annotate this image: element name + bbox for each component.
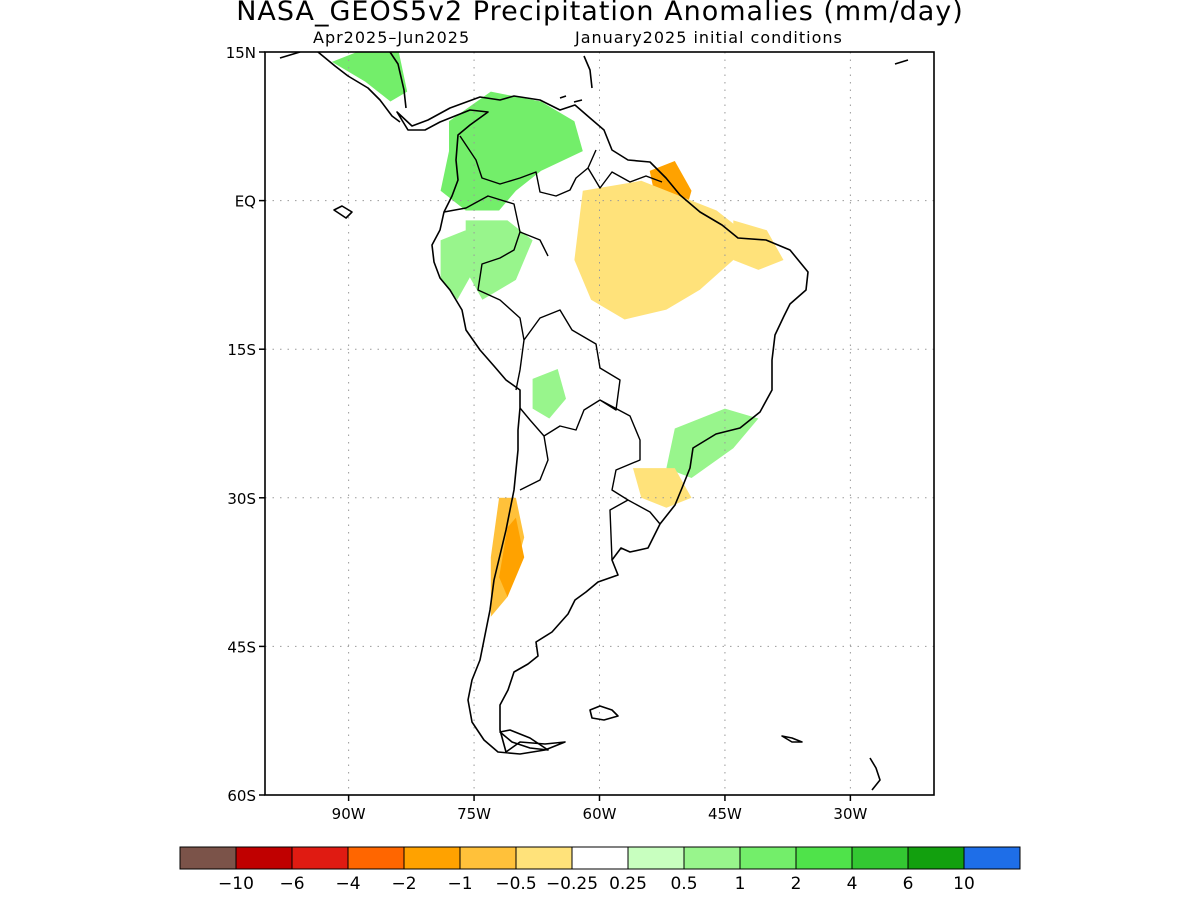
anomaly-region-bolivia-wet [532, 369, 566, 419]
colorbar-swatch [235, 846, 293, 870]
falkland-islands [589, 705, 619, 721]
forecast-period: Apr2025–Jun2025 [313, 28, 471, 47]
lat-tick-label: 45S [227, 638, 256, 656]
colorbar-label: 1 [735, 874, 746, 894]
south-america-coastline [396, 95, 809, 755]
lon-tick-label: 30W [833, 805, 867, 823]
central-america-coastline [279, 52, 407, 123]
colorbar-label: 0.5 [670, 874, 697, 894]
colorbar-label: 2 [791, 874, 802, 894]
south-georgia [781, 735, 803, 743]
plot-background [265, 52, 934, 795]
tierra-del-fuego [499, 729, 549, 751]
colorbar-swatch [627, 846, 685, 870]
map-title: NASA_GEOS5v2 Precipitation Anomalies (mm… [236, 0, 964, 27]
initial-conditions: January2025 initial conditions [575, 28, 843, 47]
coastlines [279, 52, 909, 791]
colorbar-label: −1 [447, 874, 472, 894]
colorbar-label: −6 [279, 874, 304, 894]
colorbar-swatch [403, 846, 461, 870]
colorbar-swatch [459, 846, 517, 870]
colorbar-label: −10 [218, 874, 254, 894]
colorbar-swatch [851, 846, 909, 870]
anomaly-region-northeast-brazil-dry [733, 220, 784, 270]
colorbar-label: −0.25 [546, 874, 598, 894]
colorbar-label: −4 [335, 874, 360, 894]
colorbar-label: 10 [953, 874, 975, 894]
lat-tick-label: 15N [226, 44, 256, 62]
axis-ticks: 15N EQ 15S 30S 45S 60S 90W 75W 60W 45W 30W [226, 44, 868, 823]
colorbar-swatch [347, 846, 405, 870]
galapagos-islands [333, 205, 353, 219]
lon-tick-label: 45W [708, 805, 742, 823]
country-borders [443, 135, 663, 561]
lat-tick-label: 15S [227, 341, 256, 359]
colorbar-swatch [683, 846, 741, 870]
anomaly-region-amazon-basin-dry [574, 180, 742, 320]
colorbar-swatch [739, 846, 797, 870]
lat-tick-label: EQ [235, 193, 256, 211]
colorbar-label: 0.25 [609, 874, 647, 894]
anomaly-region-western-amazon-wet [465, 220, 533, 300]
colorbar-swatch [571, 846, 629, 870]
colorbar-swatch [963, 846, 1021, 870]
colorbar-swatch [179, 846, 237, 870]
colorbar-label: 6 [903, 874, 914, 894]
colorbar: −10 −6 −4 −2 −1 −0.5 −0.25 0.25 0.5 1 2 4 6 10 [179, 846, 1021, 894]
anomaly-region-pampas-dry [541, 507, 633, 597]
lat-tick-label: 30S [227, 490, 256, 508]
colorbar-label: 4 [847, 874, 858, 894]
caribbean-islands [559, 55, 909, 103]
anomaly-region-southeast-brazil-wet [666, 408, 759, 478]
colorbar-label: −0.5 [495, 874, 536, 894]
anomaly-region-central-america-wet [331, 52, 408, 102]
colorbar-swatch [795, 846, 853, 870]
colorbar-label: −2 [391, 874, 416, 894]
colorbar-swatch [907, 846, 965, 870]
anomaly-region-peru-coast-wet [440, 230, 475, 300]
lat-tick-label: 60S [227, 787, 256, 805]
lon-tick-label: 90W [332, 805, 366, 823]
lon-tick-label: 75W [457, 805, 491, 823]
anomaly-region-andes-core-dry [499, 517, 525, 597]
colorbar-swatch [515, 846, 573, 870]
lon-tick-label: 60W [583, 805, 617, 823]
colorbar-swatch [291, 846, 349, 870]
south-sandwich-islands [869, 757, 881, 791]
